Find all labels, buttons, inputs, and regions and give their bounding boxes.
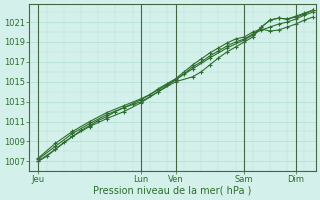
X-axis label: Pression niveau de la mer( hPa ): Pression niveau de la mer( hPa ) bbox=[93, 186, 252, 196]
